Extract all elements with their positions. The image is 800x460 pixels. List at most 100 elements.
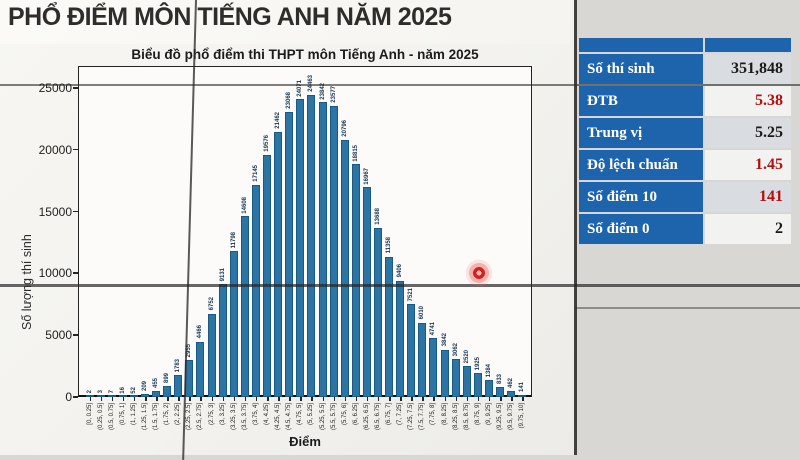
x-tick-mark — [278, 397, 280, 401]
bar-slot: 16967 — [361, 68, 372, 397]
x-tick-mark — [267, 397, 269, 401]
x-tick-slot: (9.25, 9.5] — [494, 397, 505, 443]
x-tick-slot: (1.75, 2] — [162, 397, 173, 443]
stats-header-value-cell — [705, 38, 791, 52]
stats-table-header — [579, 38, 791, 52]
x-tick-label: (1.75, 2] — [164, 403, 171, 426]
bar-value-label: 462 — [508, 378, 515, 389]
x-tick-slot: (5.25, 5.5] — [317, 397, 328, 443]
bar-value-label: 11798 — [230, 231, 237, 249]
bar — [362, 187, 371, 397]
bar-value-label: 13688 — [374, 208, 381, 225]
x-tick-mark — [122, 397, 125, 401]
bar — [229, 251, 238, 397]
bar — [507, 391, 516, 397]
x-tick-label: (5, 5.25] — [308, 403, 315, 426]
bar-value-label: 7 — [108, 390, 115, 394]
y-axis-title: Số lượng thí sinh — [20, 234, 34, 330]
bar — [518, 395, 527, 397]
x-tick-label: (1.5, 1.75] — [153, 403, 160, 431]
x-tick-label: (6, 6.25] — [352, 403, 359, 426]
bar-slot: 14608 — [239, 68, 250, 397]
bar-slot: 52 — [128, 68, 139, 397]
bar-value-label: 209 — [142, 381, 149, 392]
x-tick-mark — [322, 397, 325, 401]
x-tick-mark — [377, 397, 380, 401]
x-tick-mark — [344, 397, 347, 401]
stat-value: 1.45 — [705, 150, 791, 180]
bar-value-label: 6752 — [208, 297, 215, 311]
bar — [240, 216, 249, 397]
x-tick-label: (2, 2.25] — [175, 403, 182, 426]
x-axis-title: Điểm — [289, 434, 321, 449]
x-tick-label: (4, 4.25] — [264, 403, 271, 426]
bar — [451, 359, 460, 397]
x-tick-slot: (7, 7.25] — [395, 397, 406, 443]
bar-slot: 462 — [506, 68, 517, 397]
x-tick-label: (3.25, 3.5] — [230, 403, 237, 431]
x-tick-slot: (8, 8.25] — [439, 397, 450, 443]
bar-slot: 4466 — [195, 68, 206, 397]
stat-row: Số điểm 10 141 — [579, 182, 791, 212]
x-tick-label: (2.25, 2.5] — [186, 403, 193, 431]
x-tick-mark — [355, 397, 358, 401]
x-tick-mark — [333, 397, 336, 401]
bar — [141, 394, 149, 397]
bar — [163, 385, 172, 397]
x-tick-mark — [289, 397, 291, 401]
bar-slot: 833 — [494, 68, 505, 397]
bar-value-label: 16967 — [363, 167, 370, 185]
x-tick-slot: (9.75, 10] — [517, 397, 528, 443]
bar-slot: 455 — [151, 68, 162, 397]
x-tick-mark — [389, 397, 391, 401]
bar-value-label: 24071 — [297, 79, 304, 97]
x-tick-label: (9.75, 10] — [519, 403, 526, 429]
stat-value: 351,848 — [705, 54, 791, 84]
x-tick-mark — [233, 397, 236, 401]
bar-slot: 1384 — [483, 68, 494, 397]
x-tick-mark — [511, 397, 513, 401]
bar-value-label: 833 — [497, 373, 504, 384]
bar-slot: 4741 — [428, 68, 439, 397]
bar-slot: 24071 — [295, 68, 306, 397]
x-tick-label: (4.5, 4.75] — [286, 403, 293, 431]
bar — [473, 373, 482, 397]
bar — [484, 379, 493, 397]
x-tick-label: (1.25, 1.5] — [142, 403, 149, 431]
x-tick-mark — [189, 397, 191, 401]
x-tick-label: (0.5, 0.75] — [108, 403, 115, 431]
bar-value-label: 24463 — [308, 74, 315, 92]
bar-slot: 9131 — [217, 68, 228, 397]
x-tick-label: (8.5, 8.75] — [463, 403, 470, 431]
page-title: PHỔ ĐIỂM MÔN TIẾNG ANH NĂM 2025 — [8, 3, 452, 31]
x-tick-label: (2.5, 2.75] — [197, 403, 204, 431]
bar — [118, 395, 127, 397]
stat-label: Số thí sinh — [579, 54, 703, 84]
y-tick-label: 25000 — [38, 81, 72, 95]
bar-value-label: 141 — [519, 382, 526, 393]
x-tick-slot: (3.5, 3.75] — [239, 397, 250, 443]
x-tick-label: (7.5, 7.75] — [419, 403, 426, 431]
y-tick-mark — [73, 148, 78, 151]
bar-value-label: 9131 — [219, 267, 226, 282]
x-tick-label: (1, 1.25] — [130, 403, 137, 426]
bar — [85, 395, 94, 397]
x-tick-slot: (6, 6.25] — [350, 397, 361, 443]
x-tick-slot: (6.5, 6.75] — [372, 397, 383, 443]
x-tick-label: (9, 9.25] — [485, 403, 492, 426]
stat-row: Số thí sinh 351,848 — [579, 54, 791, 84]
bar-slot: 23068 — [284, 68, 295, 397]
bar-slot: 2955 — [184, 68, 195, 397]
x-tick-mark — [145, 397, 147, 401]
x-tick-slot: (6.25, 6.5] — [361, 397, 372, 443]
x-tick-slot: (1.25, 1.5] — [139, 397, 150, 443]
bar — [396, 280, 405, 397]
x-tick-mark — [178, 397, 180, 401]
x-tick-slot: (9, 9.25] — [483, 397, 494, 443]
x-tick-mark — [100, 397, 103, 401]
x-tick-label: (3.75, 4] — [252, 403, 259, 426]
bar — [407, 304, 416, 397]
bar-value-label: 2 — [86, 390, 93, 394]
x-tick-slot: (1, 1.25] — [128, 397, 139, 443]
x-tick-label: [0, 0.25] — [86, 403, 93, 425]
